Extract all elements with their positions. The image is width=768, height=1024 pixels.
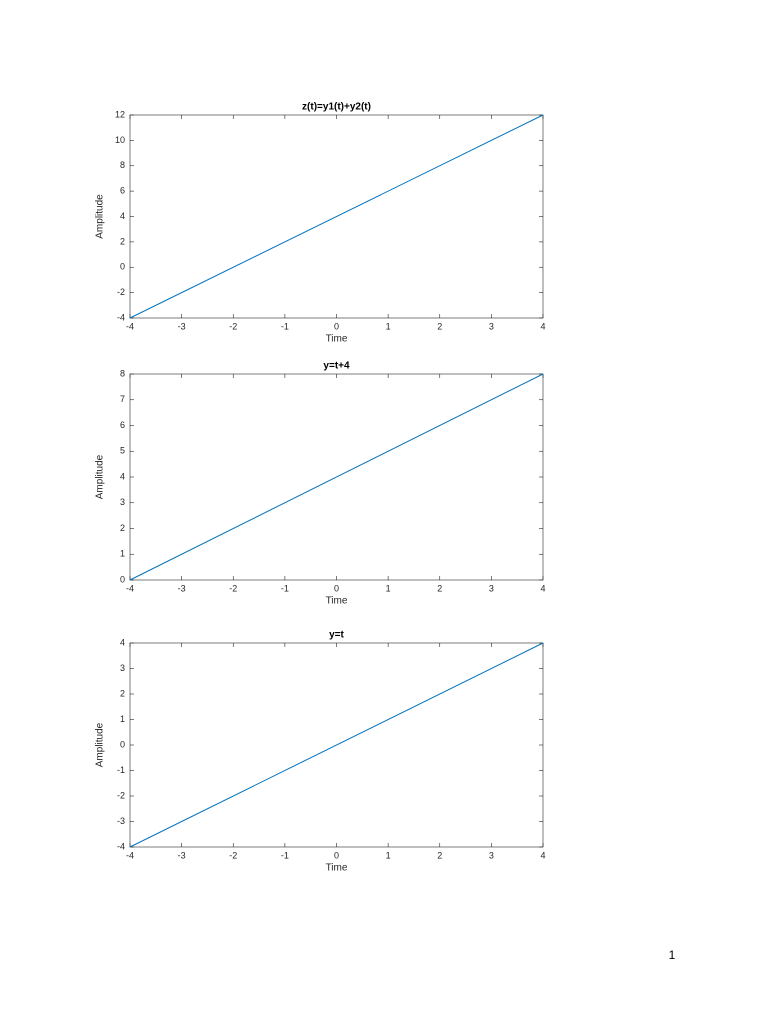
y-tick-label: 12 xyxy=(115,109,125,119)
x-tick-label: 0 xyxy=(334,583,339,593)
x-tick-label: 0 xyxy=(334,850,339,860)
x-tick-label: -1 xyxy=(281,321,289,331)
x-tick-label: 4 xyxy=(540,321,545,331)
y-tick-label: 4 xyxy=(120,211,125,221)
y-axis-label: Amplitude xyxy=(95,454,106,499)
x-tick-label: 1 xyxy=(386,321,391,331)
chart-title: z(t)=y1(t)+y2(t) xyxy=(302,102,371,113)
y-tick-label: 0 xyxy=(120,739,125,749)
x-tick-label: 3 xyxy=(489,583,494,593)
x-axis-label: Time xyxy=(326,863,348,874)
y-axis-label: Amplitude xyxy=(95,722,106,767)
y-axis-label: Amplitude xyxy=(95,194,106,239)
x-tick-label: -1 xyxy=(281,850,289,860)
y-tick-label: 0 xyxy=(120,574,125,584)
y-tick-label: 7 xyxy=(120,394,125,404)
y-tick-label: 5 xyxy=(120,446,125,456)
x-tick-label: -3 xyxy=(178,850,186,860)
y-tick-label: 3 xyxy=(120,663,125,673)
y-tick-label: 10 xyxy=(115,135,125,145)
line-series xyxy=(129,114,544,319)
y-tick-label: 4 xyxy=(120,471,125,481)
y-tick-label: -2 xyxy=(117,287,125,297)
x-tick-label: -2 xyxy=(229,583,237,593)
page-number: 1 xyxy=(669,948,676,962)
x-tick-label: -3 xyxy=(178,583,186,593)
x-tick-label: 2 xyxy=(437,850,442,860)
y-tick-label: 8 xyxy=(120,160,125,170)
x-tick-label: -2 xyxy=(229,321,237,331)
y-tick-label: 0 xyxy=(120,262,125,272)
y-tick-label: 2 xyxy=(120,523,125,533)
x-tick-label: 3 xyxy=(489,321,494,331)
y-tick-label: 1 xyxy=(120,549,125,559)
x-tick-label: 3 xyxy=(489,850,494,860)
x-tick-label: 4 xyxy=(540,850,545,860)
x-tick-label: -4 xyxy=(126,321,134,331)
line-series xyxy=(129,642,544,848)
y-tick-label: 3 xyxy=(120,497,125,507)
y-tick-label: -3 xyxy=(117,816,125,826)
y-tick-label: 6 xyxy=(120,186,125,196)
x-tick-label: -4 xyxy=(126,583,134,593)
x-tick-label: 1 xyxy=(386,583,391,593)
y-tick-label: 6 xyxy=(120,420,125,430)
y-tick-label: -1 xyxy=(117,765,125,775)
x-tick-label: 4 xyxy=(540,583,545,593)
y-tick-label: 4 xyxy=(120,637,125,647)
x-axis-label: Time xyxy=(326,334,348,345)
y-tick-label: 2 xyxy=(120,236,125,246)
x-tick-label: -3 xyxy=(178,321,186,331)
y-tick-label: -4 xyxy=(117,312,125,322)
x-axis-label: Time xyxy=(326,596,348,607)
chart-title: y=t xyxy=(329,630,344,641)
chart-title: y=t+4 xyxy=(323,361,350,372)
x-tick-label: 2 xyxy=(437,583,442,593)
y-tick-label: -4 xyxy=(117,841,125,851)
line-series xyxy=(129,373,544,581)
x-tick-label: -2 xyxy=(229,850,237,860)
y-tick-label: 1 xyxy=(120,714,125,724)
x-tick-label: -4 xyxy=(126,850,134,860)
y-tick-label: 2 xyxy=(120,688,125,698)
y-tick-label: 8 xyxy=(120,368,125,378)
x-tick-label: 1 xyxy=(386,850,391,860)
x-tick-label: 2 xyxy=(437,321,442,331)
y-tick-label: -2 xyxy=(117,790,125,800)
x-tick-label: -1 xyxy=(281,583,289,593)
x-tick-label: 0 xyxy=(334,321,339,331)
